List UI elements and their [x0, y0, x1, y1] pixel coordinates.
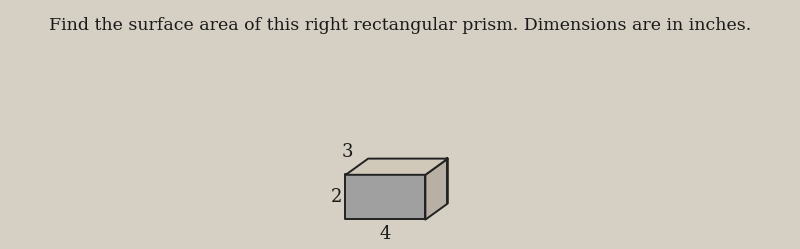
Text: 3: 3 — [342, 142, 353, 161]
Text: 2: 2 — [331, 188, 342, 206]
Text: 4: 4 — [379, 225, 390, 243]
Text: Find the surface area of this right rectangular prism. Dimensions are in inches.: Find the surface area of this right rect… — [49, 17, 751, 34]
